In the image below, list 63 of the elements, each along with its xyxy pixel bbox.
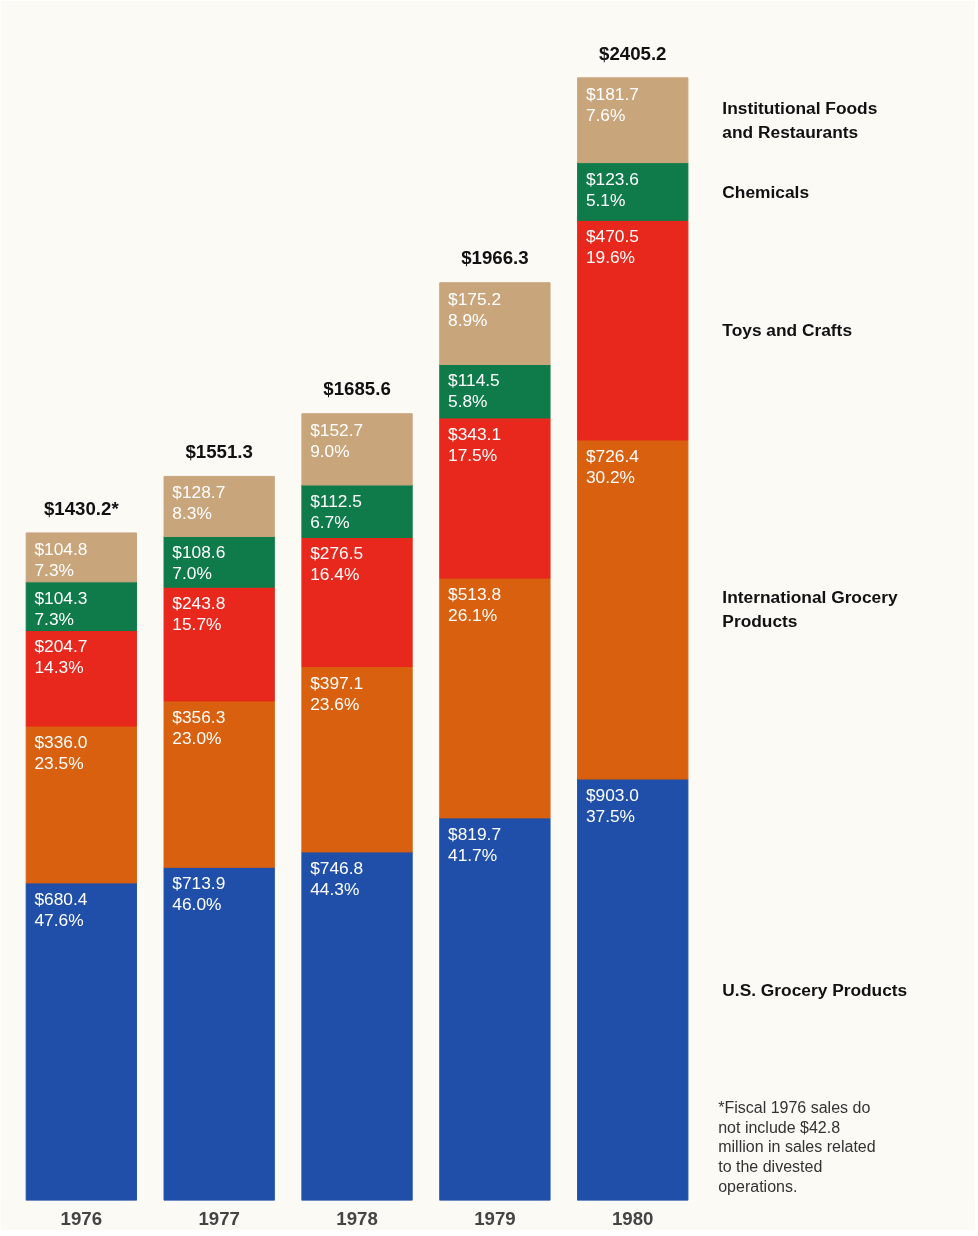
bar: [163, 475, 275, 537]
data-label: $114.5 5.8%: [448, 370, 500, 412]
data-label: $397.1 23.6%: [310, 672, 364, 714]
bar: [301, 666, 413, 853]
data-label: $276.5 16.4%: [310, 543, 364, 585]
series-label: Chemicals: [722, 181, 810, 202]
data-label: $713.9 46.0%: [172, 873, 226, 915]
bar: [439, 577, 551, 819]
bar: [439, 817, 551, 1201]
bar: [577, 439, 689, 780]
data-label: $204.7 14.3%: [34, 636, 88, 678]
bar: [301, 851, 413, 1201]
bar: [577, 162, 689, 221]
data-label: $513.8 26.1%: [448, 584, 502, 626]
series-label: Toys and Crafts: [722, 320, 853, 341]
text: *Fiscal 1976 sales do not include $42.8 million in sales related to the divested operations.: [718, 1099, 876, 1195]
x-tick-label: 1976: [60, 1207, 103, 1229]
series-label: U.S. Grocery Products: [722, 979, 908, 1000]
x-tick-label: 1978: [336, 1207, 378, 1229]
bar: [25, 725, 137, 884]
total-label: $1430.2*: [43, 497, 120, 519]
bar: [577, 219, 689, 441]
total-label: $1966.3: [461, 247, 529, 269]
bar: [439, 363, 551, 419]
data-label: $336.0 23.5%: [34, 732, 88, 774]
data-label: $356.3 23.0%: [172, 706, 226, 748]
bar: [25, 882, 137, 1201]
data-label: $152.7 9.0%: [310, 419, 364, 461]
data-label: $181.7 7.6%: [585, 83, 639, 125]
data-label: $726.4 30.2%: [585, 445, 640, 487]
data-label: $819.7 41.7%: [448, 823, 502, 865]
data-label: $175.2 8.9%: [448, 288, 502, 330]
data-label: $343.1 17.5%: [448, 423, 502, 465]
data-label: $470.5 19.6%: [585, 226, 639, 268]
x-tick-label: 1980: [612, 1207, 654, 1229]
bar: [439, 282, 551, 365]
data-label: $104.3 7.3%: [34, 587, 88, 629]
series-label: Institutional Foods and Restaurants: [722, 98, 878, 143]
bar: [577, 778, 689, 1201]
bar: [163, 586, 275, 702]
x-tick-label: 1979: [474, 1207, 516, 1229]
data-label: $112.5 6.7%: [310, 490, 362, 532]
data-label: $243.8 15.7%: [172, 593, 226, 635]
data-label: $128.7 8.3%: [172, 482, 226, 524]
bar: [439, 417, 551, 579]
bar: [25, 532, 137, 583]
series-label: International Grocery Products: [722, 587, 898, 632]
data-label: $746.8 44.3%: [310, 857, 364, 899]
total-label: $1551.3: [185, 441, 253, 463]
bar: [577, 77, 689, 164]
bar: [301, 537, 413, 668]
bar: [163, 700, 275, 868]
data-label: $108.6 7.0%: [172, 542, 226, 584]
data-label: $123.6 5.1%: [585, 168, 639, 210]
x-tick-label: 1977: [198, 1207, 240, 1229]
total-label: $1685.6: [323, 378, 391, 400]
bar: [25, 630, 137, 727]
total-label: $2405.2: [599, 42, 667, 64]
data-label: $104.8 7.3%: [34, 538, 88, 580]
data-label: $680.4 47.6%: [34, 888, 88, 930]
bar: [301, 413, 413, 486]
bar: [163, 866, 275, 1201]
data-label: $903.0 37.5%: [585, 784, 639, 826]
